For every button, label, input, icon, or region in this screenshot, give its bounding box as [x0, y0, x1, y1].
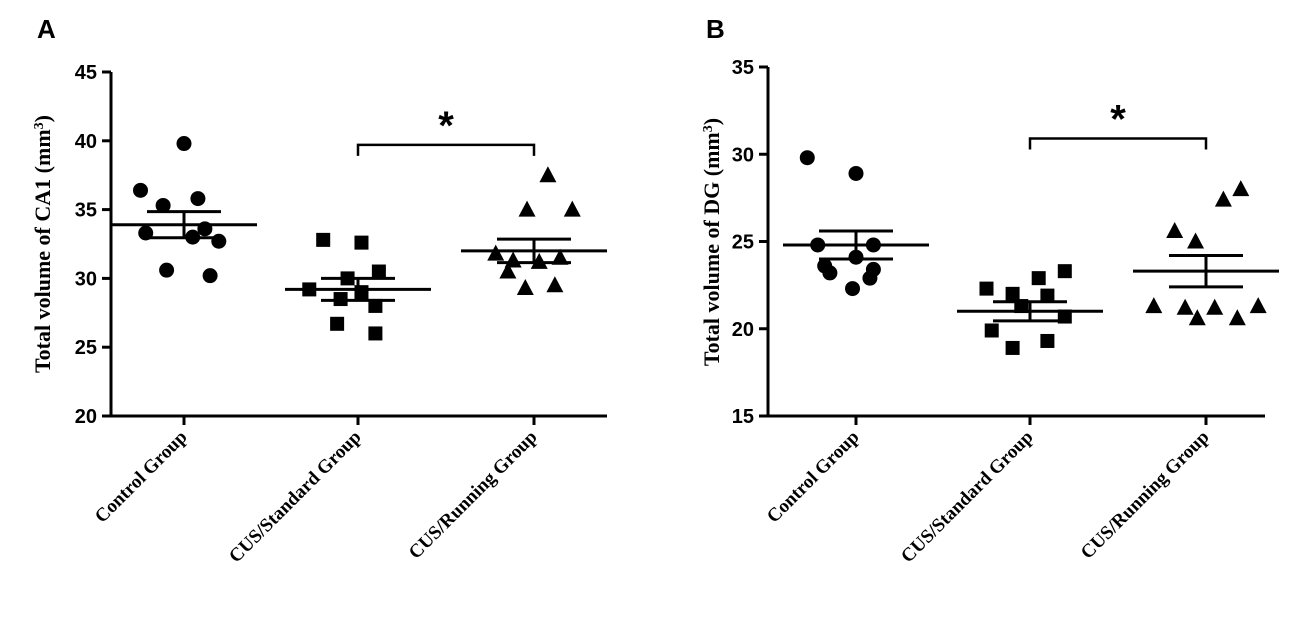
x-category-label: CUS/Standard Group — [225, 427, 365, 567]
data-point-triangle — [551, 248, 569, 265]
y-axis-label-close: ) — [30, 115, 55, 122]
data-point-triangle — [1188, 309, 1206, 326]
data-point-circle — [190, 191, 206, 207]
significance-bracket — [1028, 137, 1208, 150]
data-point-square — [316, 232, 331, 247]
data-point-triangle — [1214, 190, 1232, 207]
y-axis-label: Total volume of DG (mm3) — [699, 118, 724, 366]
y-axis-label: Total volume of CA1 (mm3) — [30, 115, 55, 373]
data-point-circle — [822, 265, 838, 281]
y-tick-label: 35 — [732, 57, 754, 79]
data-point-square — [1005, 286, 1020, 301]
data-point-circle — [211, 233, 227, 249]
data-point-square — [1040, 333, 1055, 348]
panel-letter-a: A — [37, 14, 56, 44]
data-point-triangle — [530, 252, 548, 269]
x-category-label: CUS/Running Group — [1077, 427, 1214, 564]
y-tick-label: 15 — [732, 406, 754, 428]
y-tick-label: 30 — [732, 144, 754, 166]
data-point-circle — [155, 197, 171, 213]
significance-bracket — [356, 143, 536, 156]
data-point-circle — [176, 136, 192, 152]
y-tick-label: 20 — [75, 406, 97, 428]
y-tick-label: 40 — [75, 131, 97, 153]
y-tick-label: 30 — [75, 268, 97, 290]
data-point-square — [1031, 271, 1046, 286]
y-tick-label: 25 — [75, 337, 97, 359]
y-axis-label-superscript: 3 — [701, 125, 716, 132]
y-axis-label-superscript: 3 — [32, 122, 47, 129]
data-point-triangle — [1206, 298, 1224, 315]
data-point-square — [1057, 264, 1072, 279]
data-point-square — [984, 323, 999, 338]
significance-label: * — [1110, 98, 1126, 142]
panel-letter-b: B — [706, 14, 725, 44]
data-point-triangle — [1166, 222, 1184, 239]
data-point-triangle — [1232, 180, 1250, 197]
data-point-square — [368, 298, 383, 313]
data-point-square — [979, 281, 994, 296]
y-tick-label: 35 — [75, 200, 97, 222]
y-axis-label-text: Total volume of DG (mm — [699, 132, 724, 366]
y-tick-label: 25 — [732, 232, 754, 254]
data-point-triangle — [546, 276, 564, 293]
x-category-label: Control Group — [91, 427, 192, 528]
data-point-circle — [133, 182, 148, 198]
x-category-label: CUS/Running Group — [405, 427, 542, 564]
chart-panel-a: 20 25 30 35 40 45 Control Group CUS/Standard Gr… — [30, 62, 607, 567]
data-point-triangle — [516, 279, 534, 296]
data-point-triangle — [499, 262, 517, 279]
data-point-square — [1005, 340, 1020, 355]
data-point-square — [368, 326, 383, 341]
data-point-circle — [848, 165, 864, 181]
data-point-circle — [159, 262, 175, 278]
data-point-circle — [202, 268, 218, 284]
data-point-triangle — [1228, 309, 1246, 326]
data-point-triangle — [1176, 298, 1194, 315]
x-category-label: CUS/Standard Group — [897, 427, 1037, 567]
data-point-triangle — [1249, 297, 1267, 314]
data-point-circle — [845, 281, 861, 297]
significance-label: * — [438, 104, 454, 148]
data-point-square — [1040, 288, 1055, 303]
data-point-square — [354, 235, 369, 250]
data-point-triangle — [1145, 297, 1163, 314]
y-axis-label-text: Total volume of CA1 (mm — [30, 129, 55, 373]
data-point-square — [371, 264, 386, 279]
y-axis-label-close: ) — [699, 118, 724, 125]
data-point-triangle — [539, 166, 557, 183]
data-point-triangle — [563, 200, 581, 217]
chart-panel-b: 15 20 25 30 35 Control Group CUS/Standard Grou… — [699, 57, 1279, 567]
data-point-circle — [862, 270, 878, 286]
data-point-triangle — [487, 244, 505, 261]
y-tick-label: 20 — [732, 319, 754, 341]
y-tick-label: 45 — [75, 62, 97, 84]
data-point-circle — [799, 150, 815, 166]
data-point-triangle — [518, 200, 536, 217]
data-point-square — [330, 316, 345, 331]
x-category-label: Control Group — [763, 427, 864, 528]
data-point-triangle — [1187, 232, 1205, 249]
